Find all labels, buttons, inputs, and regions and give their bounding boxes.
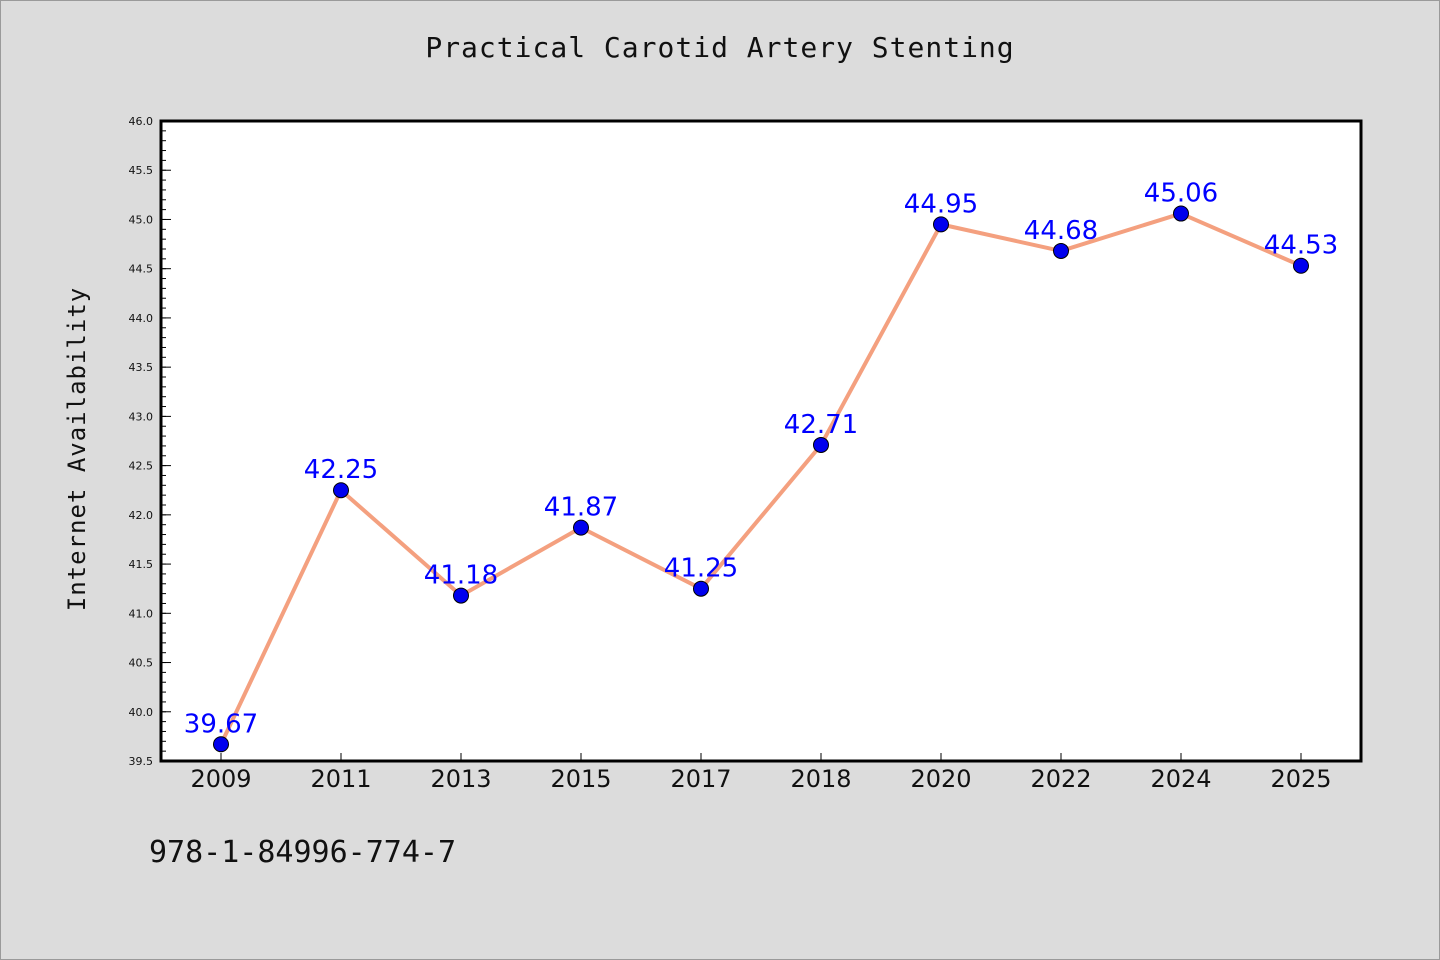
y-tick-label: 45.5	[129, 164, 154, 177]
data-label: 45.06	[1144, 179, 1218, 209]
y-tick-label: 40.0	[129, 706, 154, 719]
data-label: 41.18	[424, 561, 498, 591]
y-tick-label: 41.5	[129, 558, 154, 571]
plot-area	[161, 121, 1361, 761]
y-tick-label: 43.5	[129, 361, 154, 374]
x-tick-label: 2025	[1270, 765, 1331, 793]
data-point	[693, 580, 709, 597]
chart-title: Practical Carotid Artery Stenting	[425, 31, 1015, 64]
x-tick-label: 2017	[670, 765, 731, 793]
data-point	[1173, 205, 1189, 222]
x-tick-label: 2015	[550, 765, 611, 793]
x-tick-label: 2024	[1150, 765, 1211, 793]
x-tick-label: 2022	[1030, 765, 1091, 793]
data-point	[573, 519, 589, 536]
data-label: 39.67	[184, 709, 258, 739]
data-label: 44.68	[1024, 216, 1098, 246]
y-tick-label: 45.0	[129, 213, 154, 226]
x-tick-label: 2009	[190, 765, 251, 793]
plot-frame	[159, 119, 1363, 763]
y-tick-label: 42.5	[129, 460, 154, 473]
data-point	[213, 736, 229, 753]
data-label: 42.71	[784, 410, 858, 440]
data-label: 41.25	[664, 554, 738, 584]
y-tick-label: 42.0	[129, 509, 154, 522]
y-tick-label: 39.5	[129, 755, 154, 768]
y-tick-label: 43.0	[129, 410, 154, 423]
data-point	[333, 482, 349, 499]
y-tick-label: 40.5	[129, 657, 154, 670]
y-tick-label: 41.0	[129, 607, 154, 620]
series-line	[219, 211, 1302, 746]
data-label: 41.87	[544, 493, 618, 523]
data-point	[1053, 242, 1069, 259]
data-point	[453, 587, 469, 604]
x-tick-label: 2013	[430, 765, 491, 793]
data-point	[813, 436, 829, 453]
x-tick-label: 2011	[310, 765, 371, 793]
isbn-code: 978-1-84996-774-7	[149, 835, 457, 870]
y-tick-label: 46.0	[129, 115, 154, 128]
data-point	[1293, 257, 1309, 274]
data-label: 44.53	[1264, 231, 1338, 261]
y-tick-label: 44.0	[129, 312, 154, 325]
y-tick-label: 44.5	[129, 263, 154, 276]
x-tick-label: 2020	[910, 765, 971, 793]
data-label: 44.95	[904, 189, 978, 219]
data-label: 42.25	[304, 455, 378, 485]
data-point	[933, 216, 949, 233]
x-tick-label: 2018	[790, 765, 851, 793]
